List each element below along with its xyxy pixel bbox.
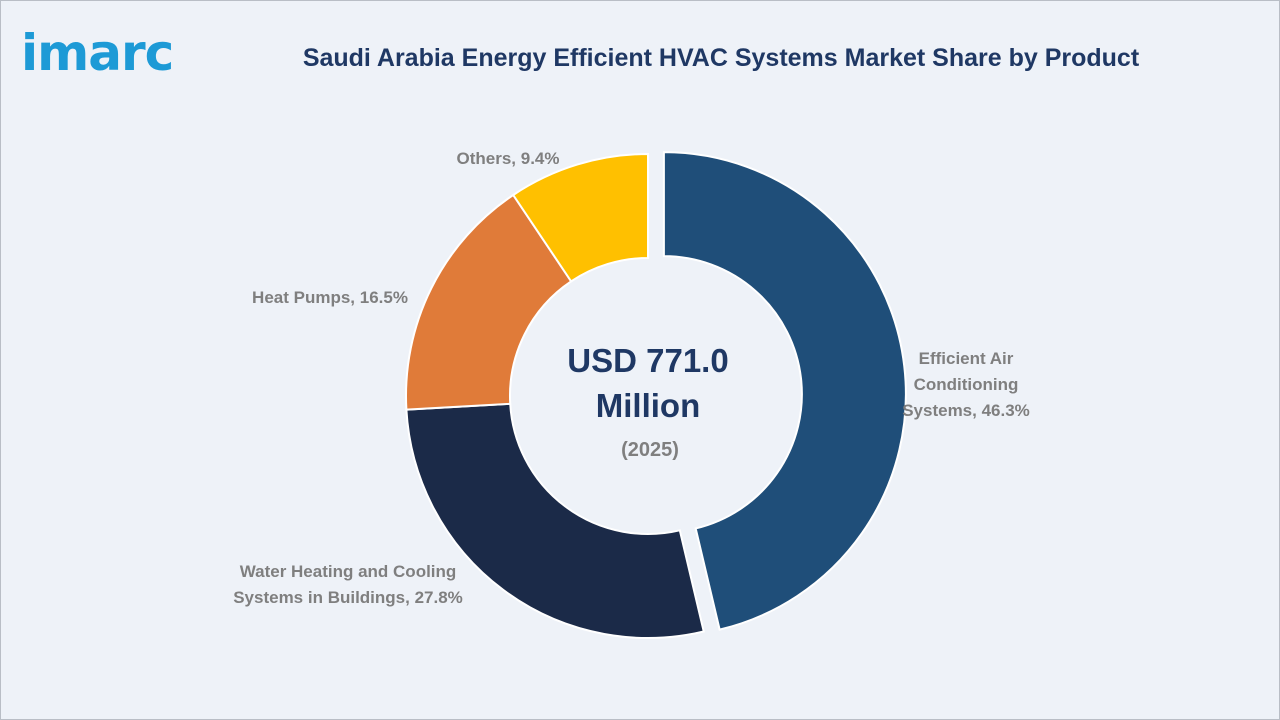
donut-slice-heat-pumps <box>405 193 573 411</box>
donut-slices <box>405 151 907 639</box>
center-year: (2025) <box>621 439 679 461</box>
donut-slice-water-heating-and-cooling-systems-in-buildings <box>405 402 705 639</box>
slice-label: Water Heating and Cooling Systems in Buil… <box>233 562 463 607</box>
slice-label: Others, 9.4% <box>457 149 560 168</box>
donut-slice-efficient-air-conditioning-systems <box>662 151 907 631</box>
donut-center: USD 771.0 Million (2025) <box>567 342 728 461</box>
slice-labels: Efficient Air Conditioning Systems, 46.3% W… <box>233 149 1030 607</box>
slice-label: Efficient Air Conditioning Systems, 46.3% <box>902 349 1030 420</box>
chart-title: Saudi Arabia Energy Efficient HVAC Syste… <box>302 44 1140 72</box>
imarc-logo: imarc <box>21 24 174 82</box>
donut-slice-others <box>511 152 649 283</box>
center-value-line2: Million <box>596 387 700 424</box>
slice-label: Heat Pumps, 16.5% <box>252 288 408 307</box>
center-value-line1: USD 771.0 <box>567 342 728 379</box>
